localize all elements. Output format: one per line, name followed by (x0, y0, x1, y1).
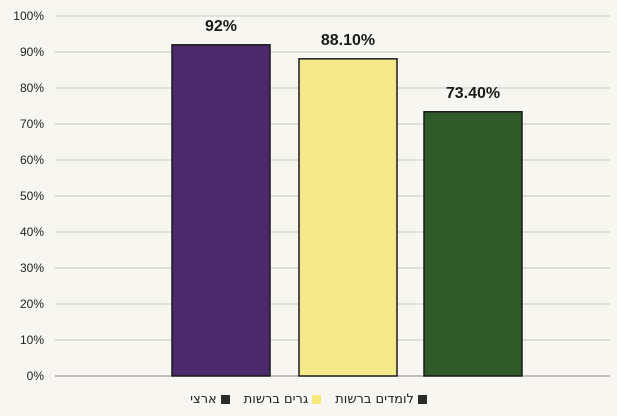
y-axis-ticks: 0% 10% 20% 30% 40% 50% 60% 70% 80% 90% 100% (13, 9, 44, 383)
y-tick-label: 0% (27, 369, 45, 383)
y-tick-label: 10% (20, 333, 44, 347)
legend: לומדים ברשות גרים ברשות ארצי (0, 392, 617, 407)
y-tick-label: 100% (13, 9, 44, 23)
y-tick-label: 60% (20, 153, 44, 167)
y-tick-label: 40% (20, 225, 44, 239)
legend-item-2: ארצי (190, 392, 230, 407)
legend-label-2: ארצי (190, 392, 217, 407)
data-label: 73.40% (446, 85, 500, 102)
y-tick-label: 80% (20, 81, 44, 95)
bars (171, 44, 523, 377)
legend-item-1: גרים ברשות (244, 392, 322, 407)
legend-label-1: גרים ברשות (243, 392, 309, 407)
y-tick-label: 20% (20, 297, 44, 311)
data-label: 92% (205, 18, 237, 35)
legend-item-0: לומדים ברשות (335, 392, 427, 407)
y-tick-label: 70% (20, 117, 44, 131)
bar (171, 44, 271, 377)
bar-chart: 0% 10% 20% 30% 40% 50% 60% 70% 80% 90% 100% 92% 88.… (13, 9, 610, 383)
legend-swatch-2 (220, 395, 230, 404)
legend-label-0: לומדים ברשות (335, 392, 414, 407)
bar (298, 58, 398, 377)
data-label: 88.10% (321, 32, 375, 49)
legend-swatch-1 (312, 395, 322, 404)
y-tick-label: 90% (20, 45, 44, 59)
y-tick-label: 30% (20, 261, 44, 275)
legend-swatch-0 (417, 395, 427, 404)
y-tick-label: 50% (20, 189, 44, 203)
bar (423, 111, 523, 377)
data-labels: 92% 88.10% 73.40% (205, 18, 500, 102)
